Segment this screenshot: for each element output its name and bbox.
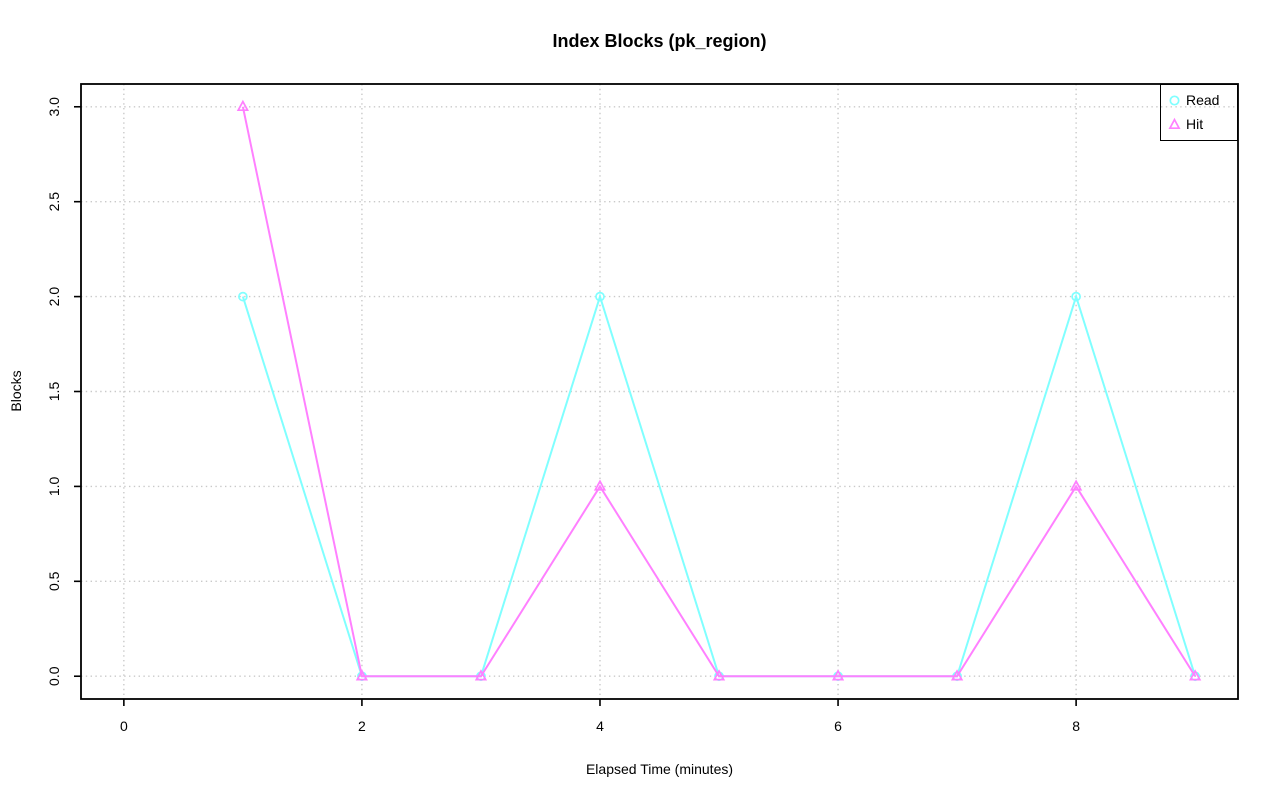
legend: Read Hit [1160, 84, 1238, 141]
y-tick-label: 2.5 [46, 192, 62, 212]
x-tick-label: 8 [1072, 718, 1080, 734]
x-tick-label: 2 [358, 718, 366, 734]
y-tick-label: 2.0 [46, 287, 62, 307]
y-tick-label: 0.0 [46, 666, 62, 686]
legend-item-hit: Hit [1167, 116, 1237, 134]
y-tick-label: 3.0 [46, 97, 62, 117]
chart-title: Index Blocks (pk_region) [552, 31, 767, 51]
data-point-hit [593, 479, 607, 491]
data-point-hit [355, 669, 369, 681]
data-point-hit [831, 669, 845, 681]
legend-label-read: Read [1186, 91, 1220, 108]
legend-item-read: Read [1167, 91, 1237, 109]
series-line-hit [241, 106, 1196, 678]
data-point-hit [474, 669, 488, 681]
data-point-read [238, 291, 248, 302]
y-axis-label: Blocks [8, 370, 24, 412]
data-point-read [595, 291, 605, 302]
y-tick-label: 0.5 [46, 571, 62, 591]
x-axis-label: Elapsed Time (minutes) [585, 761, 734, 777]
y-tick-label: 1.0 [46, 476, 62, 496]
x-tick-label: 0 [120, 718, 128, 734]
series-line-read [241, 293, 1197, 678]
data-point-hit [236, 99, 250, 112]
x-tick-label: 4 [596, 718, 604, 734]
data-point-hit [1189, 669, 1202, 681]
read-circle-marker-icon [1169, 95, 1180, 106]
y-tick-label: 1.5 [46, 382, 62, 402]
data-point-hit [950, 669, 964, 681]
x-tick-label: 6 [834, 718, 842, 734]
data-point-hit [1069, 479, 1083, 491]
hit-triangle-marker-icon [1168, 117, 1181, 130]
data-point-read [1071, 291, 1081, 302]
legend-label-hit: Hit [1186, 116, 1204, 133]
data-point-hit [712, 669, 726, 681]
